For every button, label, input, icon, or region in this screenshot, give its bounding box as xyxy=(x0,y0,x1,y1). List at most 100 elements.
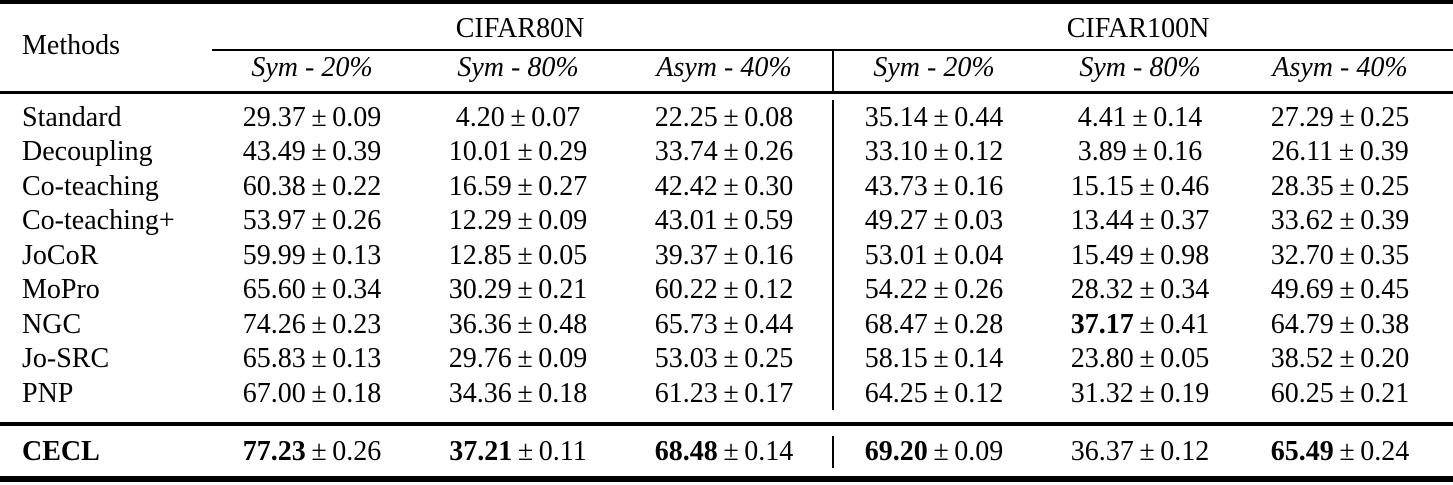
table-cell: 39.37 ±0.16 xyxy=(655,242,794,270)
mean-value: 49.69 xyxy=(1270,274,1334,305)
table-cell: 38.52 ±0.20 xyxy=(1271,345,1410,373)
table-cell: 65.49 ±0.24 xyxy=(1271,438,1410,466)
table-cell: 27.29 ±0.25 xyxy=(1271,104,1410,132)
std-value: 0.23 xyxy=(332,309,382,340)
table-cell: 49.27 ±0.03 xyxy=(865,207,1004,235)
std-value: 0.26 xyxy=(332,436,382,467)
mean-value: 4.41 xyxy=(1077,102,1127,133)
plus-minus-sign: ± xyxy=(1132,102,1148,133)
mean-value: 59.99 xyxy=(242,240,306,271)
table-cell: 65.83 ±0.13 xyxy=(243,345,382,373)
std-value: 0.16 xyxy=(954,171,1004,202)
std-value: 0.14 xyxy=(1153,102,1203,133)
table-cell: 43.73 ±0.16 xyxy=(865,173,1004,201)
table-cell: 77.23 ±0.26 xyxy=(243,438,382,466)
plus-minus-sign: ± xyxy=(517,343,533,374)
mean-value: 54.22 xyxy=(864,274,928,305)
mean-value: 34.36 xyxy=(448,378,512,409)
table-cell: 61.23 ±0.17 xyxy=(655,380,794,408)
mean-value: 35.14 xyxy=(864,102,928,133)
mean-value: 65.73 xyxy=(654,309,718,340)
table-cell: 10.01 ±0.29 xyxy=(449,138,588,166)
mean-value: 61.23 xyxy=(654,378,718,409)
plus-minus-sign: ± xyxy=(1139,436,1155,467)
plus-minus-sign: ± xyxy=(933,309,949,340)
std-value: 0.05 xyxy=(1160,343,1210,374)
std-value: 0.48 xyxy=(538,309,588,340)
plus-minus-sign: ± xyxy=(311,102,327,133)
table-cell: 74.26 ±0.23 xyxy=(243,311,382,339)
std-value: 0.24 xyxy=(1360,436,1410,467)
std-value: 0.30 xyxy=(744,171,794,202)
std-value: 0.28 xyxy=(954,309,1004,340)
std-value: 0.14 xyxy=(954,343,1004,374)
table-cell: 12.85 ±0.05 xyxy=(449,242,588,270)
mean-value: 69.20 xyxy=(864,436,928,467)
std-value: 0.25 xyxy=(744,343,794,374)
std-value: 0.16 xyxy=(1153,136,1203,167)
plus-minus-sign: ± xyxy=(723,436,739,467)
std-value: 0.12 xyxy=(744,274,794,305)
plus-minus-sign: ± xyxy=(1139,171,1155,202)
table-cell: 31.32 ±0.19 xyxy=(1071,380,1210,408)
std-value: 0.09 xyxy=(332,102,382,133)
plus-minus-sign: ± xyxy=(1139,240,1155,271)
plus-minus-sign: ± xyxy=(510,102,526,133)
mean-value: 53.97 xyxy=(242,205,306,236)
table-cell: 68.48 ±0.14 xyxy=(655,438,794,466)
plus-minus-sign: ± xyxy=(1339,171,1355,202)
mean-value: 22.25 xyxy=(654,102,718,133)
column-header: Sym - 20% xyxy=(251,52,373,83)
plus-minus-sign: ± xyxy=(517,136,533,167)
mean-value: 49.27 xyxy=(864,205,928,236)
std-value: 0.20 xyxy=(1360,343,1410,374)
mean-value: 28.35 xyxy=(1270,171,1334,202)
std-value: 0.39 xyxy=(1360,205,1410,236)
table-cell: 26.11 ±0.39 xyxy=(1271,138,1409,166)
plus-minus-sign: ± xyxy=(723,171,739,202)
method-name: JoCoR xyxy=(22,240,99,271)
mean-value: 42.42 xyxy=(654,171,718,202)
mean-value: 4.20 xyxy=(455,102,505,133)
table-cell: 54.22 ±0.26 xyxy=(865,276,1004,304)
group-separator xyxy=(832,51,834,91)
std-value: 0.26 xyxy=(332,205,382,236)
table-cell: 53.97 ±0.26 xyxy=(243,207,382,235)
mean-value: 33.74 xyxy=(654,136,718,167)
table-cell: 16.59 ±0.27 xyxy=(449,173,588,201)
mean-value: 32.70 xyxy=(1270,240,1334,271)
std-value: 0.21 xyxy=(1360,378,1410,409)
mid-rule xyxy=(0,422,1453,426)
plus-minus-sign: ± xyxy=(933,171,949,202)
mean-value: 60.38 xyxy=(242,171,306,202)
table-cell: 4.41 ±0.14 xyxy=(1078,104,1203,132)
table-cell: 42.42 ±0.30 xyxy=(655,173,794,201)
plus-minus-sign: ± xyxy=(723,205,739,236)
table-cell: 64.79 ±0.38 xyxy=(1271,311,1410,339)
plus-minus-sign: ± xyxy=(517,436,534,467)
std-value: 0.27 xyxy=(538,171,588,202)
plus-minus-sign: ± xyxy=(933,240,949,271)
table-cell: 23.80 ±0.05 xyxy=(1071,345,1210,373)
plus-minus-sign: ± xyxy=(1339,102,1355,133)
std-value: 0.44 xyxy=(954,102,1004,133)
std-value: 0.09 xyxy=(538,205,588,236)
mean-value: 53.03 xyxy=(654,343,718,374)
plus-minus-sign: ± xyxy=(1139,378,1155,409)
std-value: 0.12 xyxy=(954,136,1004,167)
mean-value: 23.80 xyxy=(1070,343,1134,374)
std-value: 0.07 xyxy=(531,102,581,133)
column-header: Sym - 80% xyxy=(1079,52,1201,83)
table-cell: 13.44 ±0.37 xyxy=(1071,207,1210,235)
std-value: 0.29 xyxy=(538,136,588,167)
mean-value: 65.49 xyxy=(1270,436,1334,467)
plus-minus-sign: ± xyxy=(723,274,739,305)
mean-value: 39.37 xyxy=(654,240,718,271)
mean-value: 74.26 xyxy=(242,309,306,340)
plus-minus-sign: ± xyxy=(517,274,533,305)
std-value: 0.38 xyxy=(1360,309,1410,340)
std-value: 0.46 xyxy=(1160,171,1210,202)
table-cell: 28.32 ±0.34 xyxy=(1071,276,1210,304)
bottom-rule xyxy=(0,476,1453,482)
table-cell: 53.01 ±0.04 xyxy=(865,242,1004,270)
